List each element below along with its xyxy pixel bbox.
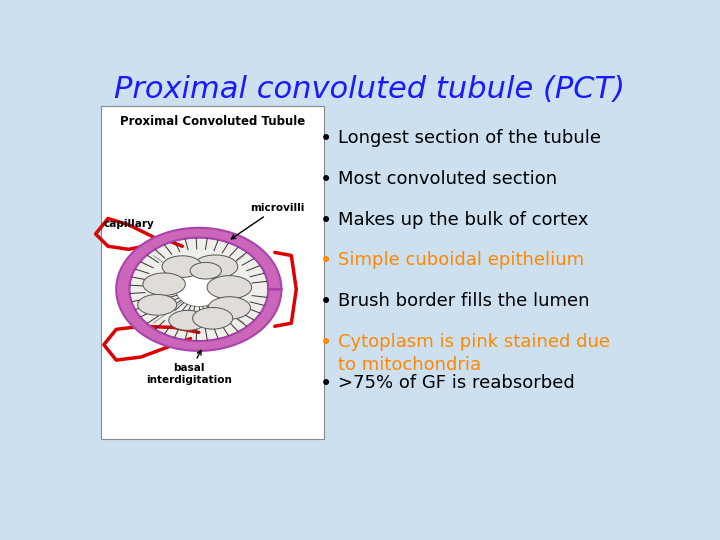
Polygon shape xyxy=(162,256,202,278)
Text: •: • xyxy=(320,170,332,190)
Polygon shape xyxy=(190,262,221,279)
Polygon shape xyxy=(143,273,185,295)
Polygon shape xyxy=(176,272,222,307)
Text: •: • xyxy=(320,211,332,231)
Polygon shape xyxy=(207,275,252,299)
Text: Brush border fills the lumen: Brush border fills the lumen xyxy=(338,292,590,310)
Text: microvilli: microvilli xyxy=(231,202,305,239)
Text: Proximal Convoluted Tubule: Proximal Convoluted Tubule xyxy=(120,114,305,127)
Polygon shape xyxy=(168,310,207,330)
Text: Proximal convoluted tubule (PCT): Proximal convoluted tubule (PCT) xyxy=(114,75,624,104)
Text: •: • xyxy=(320,292,332,312)
Polygon shape xyxy=(138,294,176,315)
Text: Most convoluted section: Most convoluted section xyxy=(338,170,557,188)
Text: Cytoplasm is pink stained due
to mitochondria: Cytoplasm is pink stained due to mitocho… xyxy=(338,333,611,374)
Text: >75% of GF is reabsorbed: >75% of GF is reabsorbed xyxy=(338,374,575,391)
Polygon shape xyxy=(116,228,282,351)
Text: •: • xyxy=(320,252,332,272)
Text: capillary: capillary xyxy=(103,219,154,229)
Text: Makes up the bulk of cortex: Makes up the bulk of cortex xyxy=(338,211,589,229)
FancyBboxPatch shape xyxy=(101,106,324,439)
Polygon shape xyxy=(208,296,251,319)
Text: basal
interdigitation: basal interdigitation xyxy=(146,350,232,385)
Text: Longest section of the tubule: Longest section of the tubule xyxy=(338,129,601,147)
Polygon shape xyxy=(193,307,233,329)
Text: •: • xyxy=(320,333,332,353)
Polygon shape xyxy=(193,255,238,278)
Polygon shape xyxy=(130,238,268,341)
Text: •: • xyxy=(320,129,332,149)
Text: •: • xyxy=(320,374,332,394)
Text: Simple cuboidal epithelium: Simple cuboidal epithelium xyxy=(338,252,585,269)
